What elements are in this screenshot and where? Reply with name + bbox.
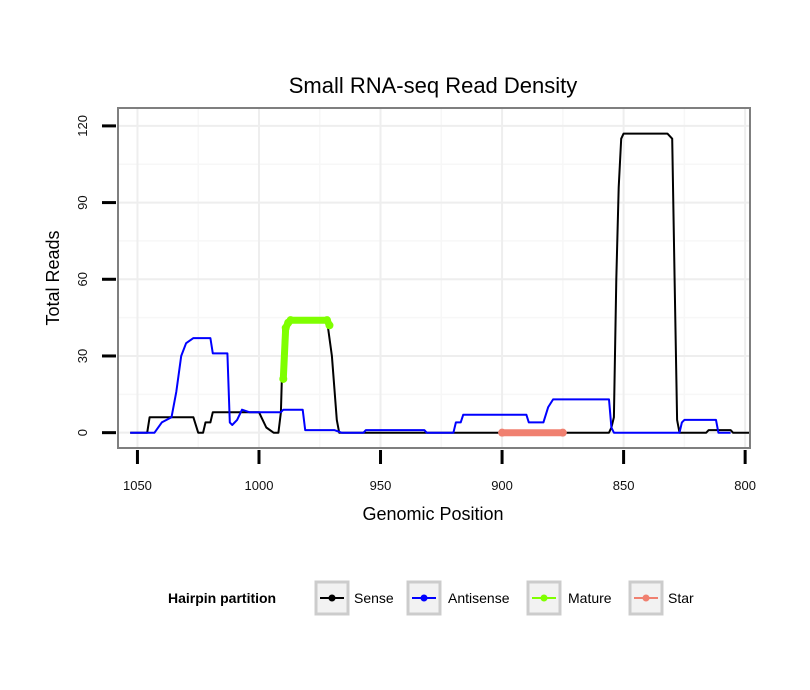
x-tick-label: 800	[734, 478, 756, 493]
y-tick-label: 120	[75, 115, 90, 137]
y-tick-label: 0	[75, 429, 90, 436]
legend-key-point	[328, 594, 336, 602]
chart-title: Small RNA-seq Read Density	[289, 73, 578, 98]
y-tick-label: 30	[75, 349, 90, 363]
series-point-mature	[286, 316, 295, 325]
series-line-sense	[130, 132, 750, 434]
x-axis: 1050 1000 950 900 850 800	[123, 450, 756, 493]
x-tick-label: 850	[613, 478, 635, 493]
x-tick-label: 1000	[245, 478, 274, 493]
series-point-mature	[325, 321, 334, 330]
legend-key-point	[642, 594, 650, 602]
series-line-antisense	[130, 337, 731, 434]
gridlines	[118, 108, 750, 448]
series-layer	[130, 132, 750, 437]
plot-border	[117, 107, 751, 449]
y-tick-label: 60	[75, 272, 90, 286]
series-point-mature	[279, 374, 288, 383]
x-tick-label: 900	[491, 478, 513, 493]
x-axis-title: Genomic Position	[362, 504, 503, 524]
series-point-star	[558, 428, 567, 437]
legend-title: Hairpin partition	[168, 590, 276, 606]
x-tick-label: 950	[370, 478, 392, 493]
legend-key-point	[540, 594, 548, 602]
legend-key-point	[420, 594, 428, 602]
y-axis-title: Total Reads	[43, 230, 63, 325]
y-axis: 0 30 60 90 120	[75, 115, 116, 436]
plot-area	[117, 107, 751, 449]
y-tick-label: 90	[75, 195, 90, 209]
legend-entry-label: Star	[668, 590, 694, 606]
legend-entry-label: Mature	[568, 590, 612, 606]
legend: Hairpin partition Sense Antisense Mature St…	[168, 580, 694, 616]
legend-entry-label: Sense	[354, 590, 394, 606]
legend-entry-label: Antisense	[448, 590, 510, 606]
plot-background	[118, 108, 750, 448]
series-point-star	[498, 428, 507, 437]
x-tick-label: 1050	[123, 478, 152, 493]
legend-items: Sense Antisense Mature Star	[314, 580, 694, 616]
